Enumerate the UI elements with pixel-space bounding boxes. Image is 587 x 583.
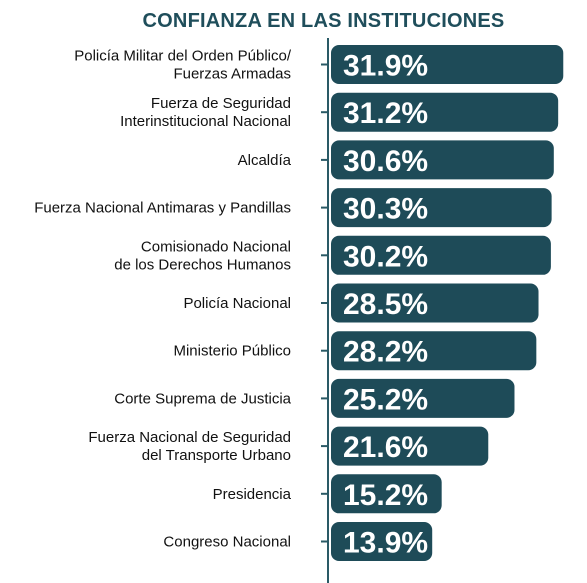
category-label: Fuerza Nacional de Seguridad del Transpor…	[88, 429, 291, 464]
bar	[331, 378, 515, 418]
category-label: Policía Nacional	[183, 295, 291, 312]
category-label-line: Alcaldía	[238, 152, 292, 169]
bar	[331, 45, 564, 84]
category-label: Comisionado Nacional de los Derechos Huma…	[114, 238, 291, 273]
category-label: Congreso Nacional	[163, 534, 291, 551]
category-label-line: Policía Militar del Orden Público/	[74, 48, 292, 65]
value-label: 21.6%	[343, 431, 428, 464]
category-label: Policía Militar del Orden Público/Fuerza…	[74, 48, 292, 83]
value-label: 28.5%	[343, 288, 428, 321]
bar	[331, 426, 489, 466]
bar	[331, 235, 551, 275]
value-label: 30.2%	[343, 240, 428, 273]
bar	[331, 283, 539, 323]
category-label-line: Congreso Nacional	[163, 534, 291, 551]
category-label: Alcaldía	[238, 152, 292, 169]
bar	[331, 92, 559, 132]
category-label-line: Ministerio Público	[173, 343, 291, 360]
bar	[331, 140, 554, 180]
category-label-line: Fuerzas Armadas	[173, 66, 291, 83]
value-label: 30.6%	[343, 145, 428, 178]
axis-ticks-group	[321, 63, 328, 543]
value-label: 31.2%	[343, 97, 428, 130]
category-label-line: Policía Nacional	[183, 295, 291, 312]
category-label-line: Presidencia	[213, 486, 292, 503]
category-label: Fuerza de Seguridad Interinstitucional Na…	[120, 95, 291, 130]
category-labels-group: Policía Militar del Orden Público/Fuerza…	[34, 48, 292, 551]
category-label: Presidencia	[213, 486, 292, 503]
value-label: 28.2%	[343, 336, 428, 369]
category-label: Corte Suprema de Justicia	[114, 390, 291, 407]
category-label-line: Fuerza Nacional de Seguridad	[88, 429, 291, 446]
category-label-line: del Transporte Urbano	[142, 447, 291, 464]
bar	[331, 188, 552, 228]
category-label-line: Comisionado Nacional	[141, 238, 291, 255]
category-label-line: Interinstitucional Nacional	[120, 113, 291, 130]
value-label: 30.3%	[343, 193, 428, 226]
category-label-line: Corte Suprema de Justicia	[114, 390, 291, 407]
value-label: 15.2%	[343, 479, 428, 512]
value-label: 25.2%	[343, 383, 428, 416]
bar	[331, 331, 537, 371]
category-label-line: Fuerza Nacional Antimaras y Pandillas	[34, 200, 291, 217]
value-label: 31.9%	[343, 50, 428, 83]
bar	[331, 474, 442, 514]
bars-group: 31.9% 31.2% 30.6% 30.3% 30.2% 28.5% 28.2% 25.2%…	[331, 45, 564, 561]
category-label: Fuerza Nacional Antimaras y Pandillas	[34, 200, 291, 217]
value-label: 13.9%	[343, 527, 428, 560]
category-label-line: Fuerza de Seguridad	[151, 95, 291, 112]
bar	[331, 522, 433, 561]
category-label-line: de los Derechos Humanos	[114, 256, 291, 273]
chart-title: CONFIANZA EN LAS INSTITUCIONES	[142, 10, 505, 32]
category-label: Ministerio Público	[173, 343, 291, 360]
